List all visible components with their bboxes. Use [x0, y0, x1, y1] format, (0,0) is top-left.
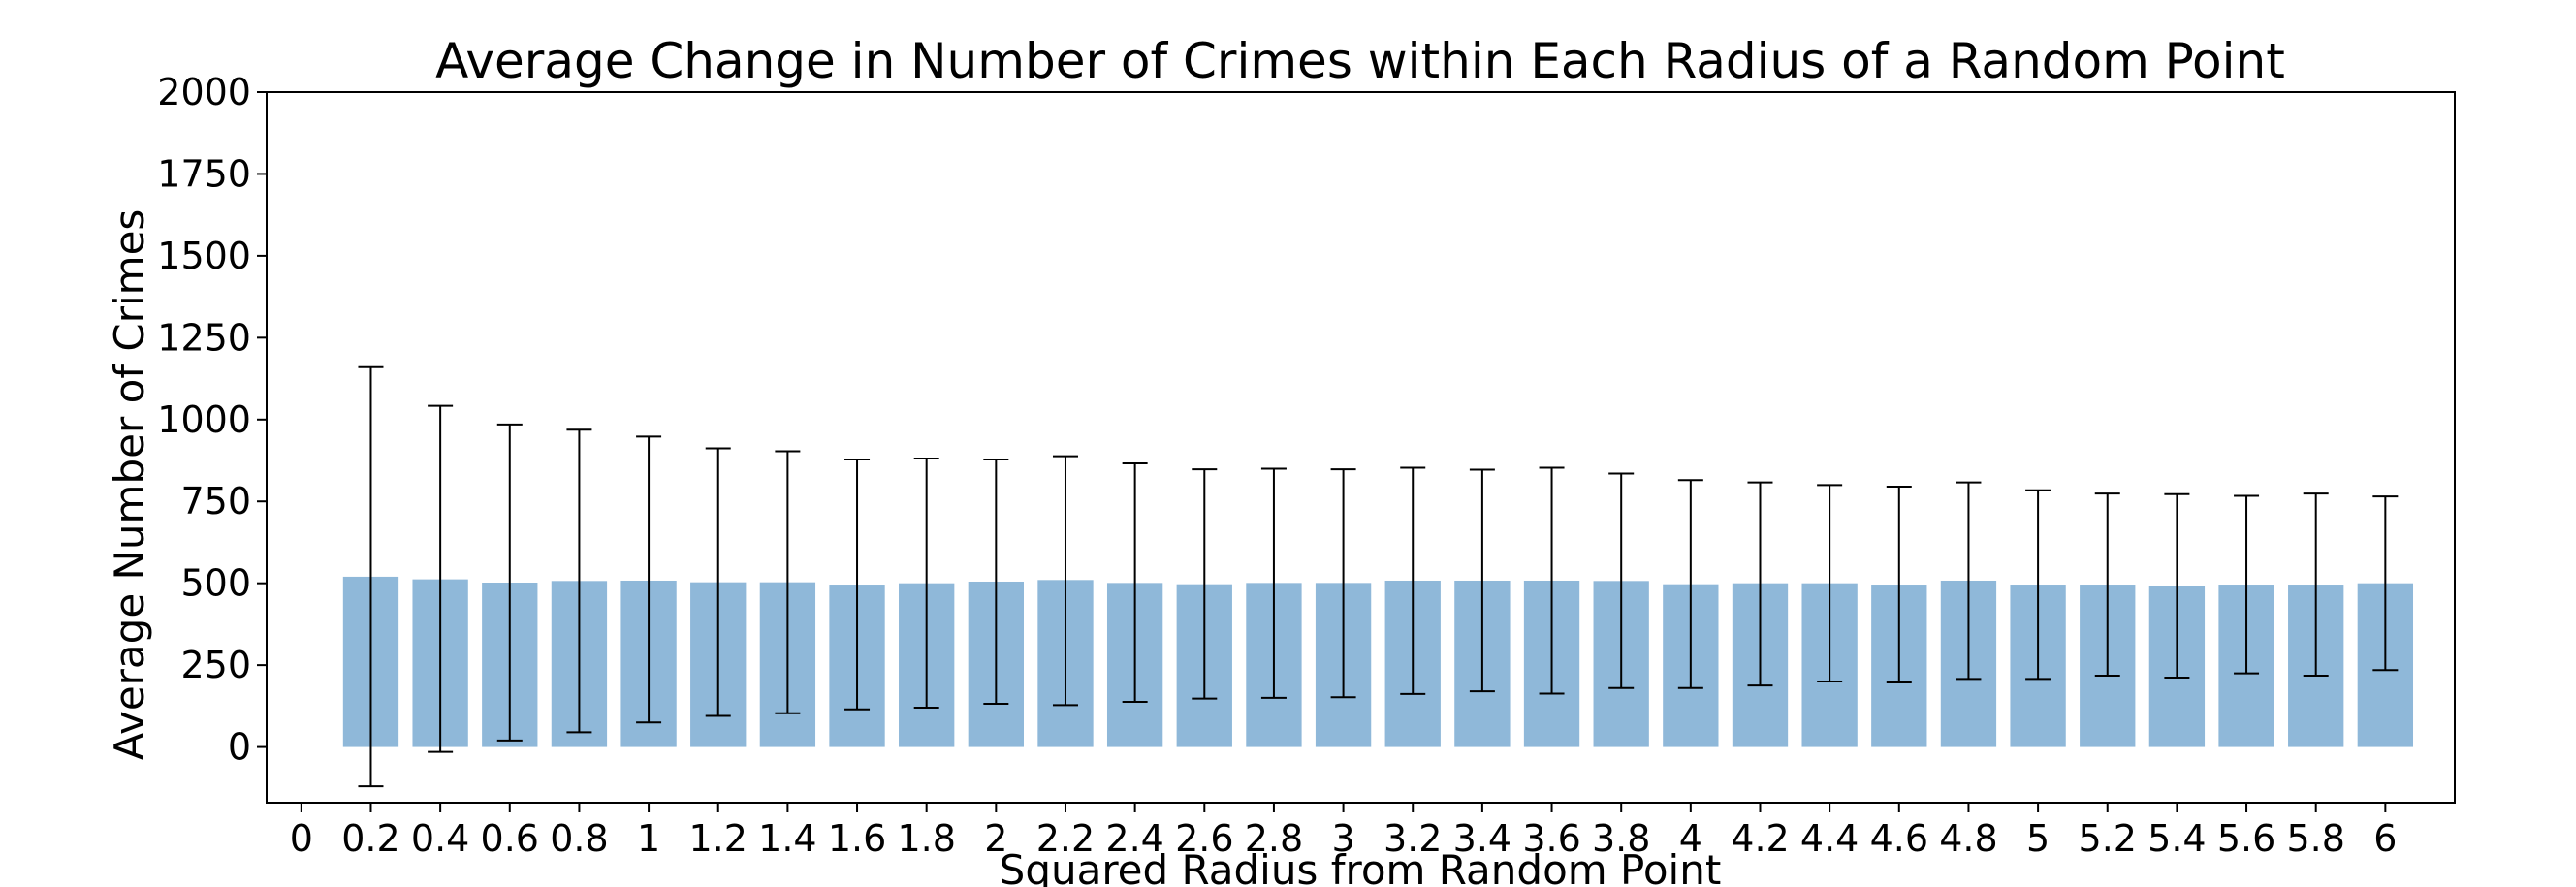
x-tick-label: 0 [290, 817, 313, 860]
y-tick-label: 2000 [157, 71, 251, 113]
x-tick-label: 5 [2026, 817, 2050, 860]
y-axis-ticks: 0 250 500 750 1000 1250 1500 1750 2000 [157, 71, 267, 769]
x-tick-label: 4 [1679, 817, 1702, 860]
x-tick-label: 6 [2373, 817, 2397, 860]
x-tick-label: 3 [1331, 817, 1354, 860]
x-tick-label: 5.6 [2217, 817, 2275, 860]
x-tick-label: 1.8 [897, 817, 955, 860]
chart-title: Average Change in Number of Crimes withi… [435, 33, 2285, 89]
x-tick-label: 2.6 [1175, 817, 1233, 860]
x-tick-label: 2 [984, 817, 1007, 860]
x-tick-label: 4.8 [1939, 817, 1997, 860]
x-tick-label: 4.2 [1731, 817, 1789, 860]
x-tick-label: 0.6 [481, 817, 539, 860]
x-tick-label: 3.2 [1383, 817, 1442, 860]
x-tick-label: 0.2 [341, 817, 399, 860]
x-tick-label: 1.6 [828, 817, 886, 860]
y-tick-label: 0 [228, 726, 251, 769]
x-tick-label: 5.2 [2079, 817, 2137, 860]
x-tick-label: 2.8 [1245, 817, 1303, 860]
y-axis-label: Average Number of Crimes [106, 209, 153, 761]
x-tick-label: 0.8 [550, 817, 608, 860]
y-tick-label: 1250 [157, 316, 251, 359]
x-tick-label: 5.4 [2147, 817, 2206, 860]
x-tick-label: 2.4 [1105, 817, 1163, 860]
x-tick-label: 1.2 [689, 817, 747, 860]
x-tick-label: 3.4 [1453, 817, 1511, 860]
y-tick-label: 1500 [157, 235, 251, 277]
y-tick-label: 750 [180, 480, 251, 523]
x-tick-label: 4.4 [1800, 817, 1859, 860]
x-tick-label: 3.8 [1592, 817, 1650, 860]
x-tick-label: 1.4 [758, 817, 816, 860]
x-tick-label: 5.8 [2286, 817, 2344, 860]
x-axis-ticks: 0 0.2 0.4 0.6 0.8 1 1.2 1.4 1.6 1.8 2 2.2 2.4 2.6 2.8 3… [290, 803, 2397, 860]
plot-area [266, 91, 2456, 804]
x-tick-label: 4.6 [1870, 817, 1928, 860]
x-tick-label: 2.2 [1036, 817, 1095, 860]
y-tick-label: 250 [180, 644, 251, 686]
y-tick-label: 500 [180, 562, 251, 605]
x-tick-label: 0.4 [411, 817, 469, 860]
plot-frame [266, 91, 2456, 804]
y-tick-label: 1000 [157, 398, 251, 441]
y-tick-label: 1750 [157, 152, 251, 195]
x-tick-label: 1 [637, 817, 660, 860]
x-axis-label: Squared Radius from Random Point [1000, 846, 1722, 887]
x-tick-label: 3.6 [1522, 817, 1580, 860]
